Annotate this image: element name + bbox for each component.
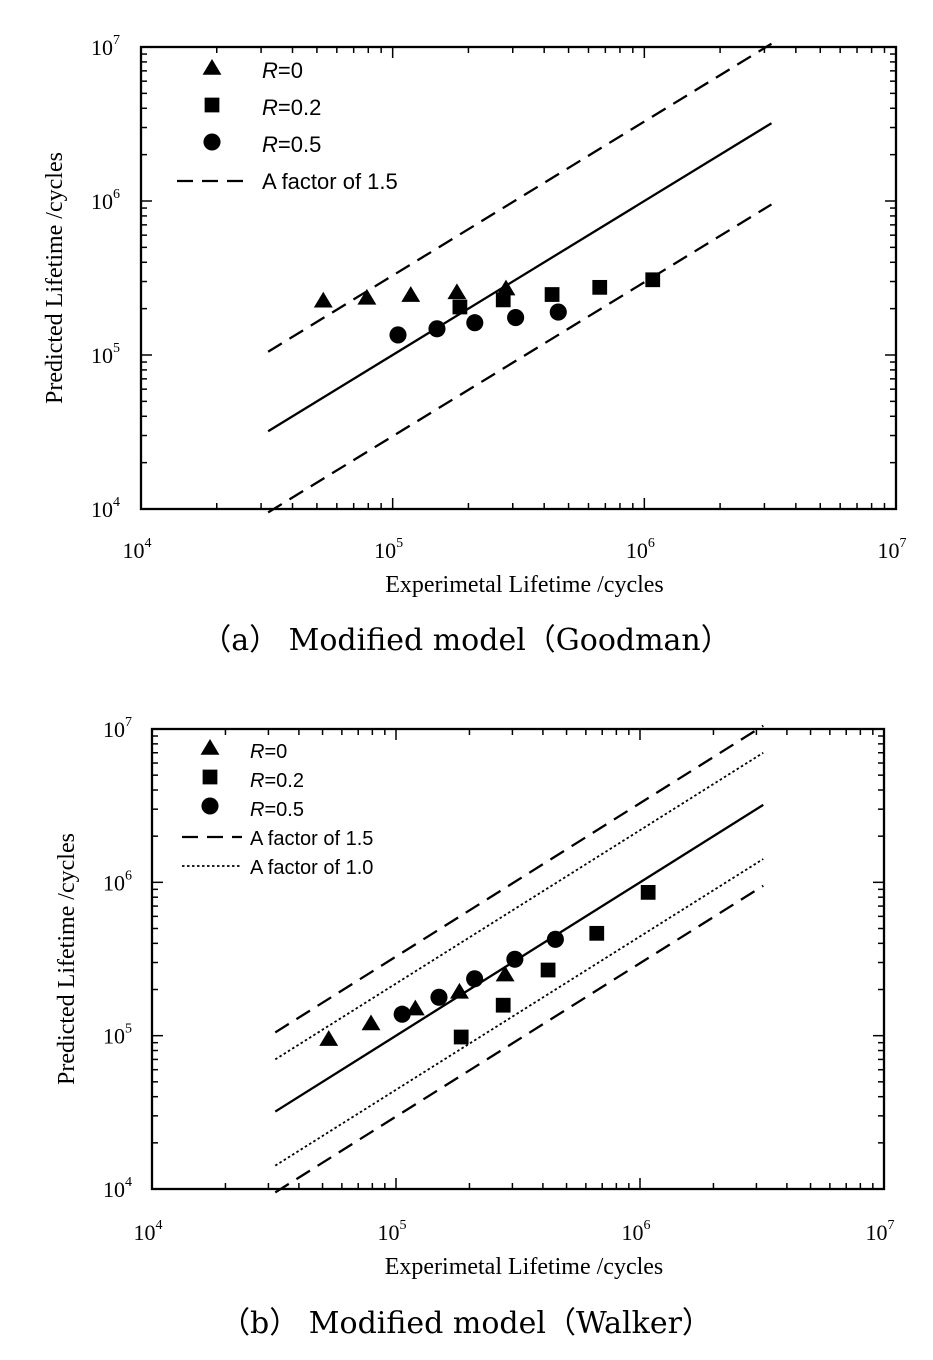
panel-b-circle-point bbox=[546, 930, 564, 948]
panel-b-y-tick-label: 107 bbox=[103, 715, 132, 742]
panel-a-triangle-point bbox=[401, 286, 421, 302]
panel-a-legend-label: R=0 bbox=[262, 58, 303, 83]
panel-b-circle-point bbox=[506, 950, 524, 968]
panel-b-y-tick-label: 105 bbox=[103, 1022, 132, 1049]
panel-a-x-tick-label: 107 bbox=[878, 536, 907, 563]
panel-a-y-axis-title: Predicted Lifetime /cycles bbox=[42, 152, 68, 404]
panel-a-circle-point bbox=[466, 314, 484, 332]
panel-b-square-point bbox=[453, 1029, 469, 1045]
panel-b-axis-ticks bbox=[151, 729, 884, 1190]
panel-a-legend-square-icon bbox=[204, 97, 220, 113]
panel-a-legend-circle-icon bbox=[203, 133, 221, 151]
panel-b-triangle-point bbox=[495, 965, 515, 982]
panel-a-square-point bbox=[495, 292, 511, 308]
panel-b-x-axis-title: Experimetal Lifetime /cycles bbox=[385, 1254, 664, 1280]
panel-b-legend-triangle-icon bbox=[200, 739, 220, 755]
panel-b-caption: （b） Modified model（Walker） bbox=[220, 1306, 712, 1341]
panel-b-y-tick-label: 106 bbox=[103, 868, 132, 895]
panel-b-circle-point bbox=[466, 970, 484, 988]
panel-a-caption: （a） Modified model（Goodman） bbox=[201, 623, 731, 658]
panel-b-x-tick-label: 107 bbox=[866, 1218, 895, 1245]
panel-a-circle-point bbox=[507, 309, 525, 327]
panel-b-square-point bbox=[589, 925, 605, 941]
panel-a-circle-point bbox=[428, 320, 446, 338]
panel-b-y-tick-label: 104 bbox=[103, 1175, 132, 1202]
panel-b-triangle-point bbox=[405, 999, 425, 1016]
panel-a-square-point bbox=[544, 287, 560, 302]
panel-a-square-point bbox=[452, 299, 468, 315]
panel-b-legend-square-icon bbox=[202, 769, 218, 785]
panel-a-square-point bbox=[645, 272, 661, 288]
panel-b-walker: 104 105 106 107 104 105 106 107 Experimetal Life… bbox=[54, 715, 895, 1341]
panel-a-x-tick-label: 104 bbox=[123, 536, 152, 563]
panel-b-dotted-line-3 bbox=[274, 858, 764, 1167]
panel-b-legend-label: A factor of 1.0 bbox=[250, 857, 373, 879]
panel-a-x-tick-label: 106 bbox=[626, 536, 655, 563]
panel-b-legend-circle-icon bbox=[201, 797, 219, 815]
panel-b-plot-frame bbox=[150, 727, 886, 1191]
panel-b-legend: R=0 R=0.2 R=0.5 A factor of 1.5 A factor of … bbox=[182, 739, 373, 879]
panel-b-circle-point bbox=[393, 1005, 411, 1023]
panel-a-square-point bbox=[592, 279, 608, 295]
panel-b-square-point bbox=[495, 997, 511, 1013]
panel-a-legend-triangle-icon bbox=[202, 59, 222, 75]
panel-a-y-tick-label: 106 bbox=[91, 187, 120, 214]
panel-b-square-point bbox=[640, 884, 656, 900]
panel-a-y-tick-label: 107 bbox=[91, 33, 120, 60]
panel-a-y-tick-label: 104 bbox=[91, 495, 120, 522]
panel-a-legend-label: R=0.2 bbox=[262, 95, 321, 120]
panel-a-dashed-line-1 bbox=[267, 203, 773, 514]
panel-b-dashed-line-4 bbox=[274, 884, 764, 1194]
panel-b-dotted-line-1 bbox=[274, 751, 764, 1061]
panel-a-dashed-line-0 bbox=[267, 42, 773, 353]
panel-b-square-point bbox=[540, 962, 556, 978]
panel-a-circle-point bbox=[389, 326, 407, 344]
panel-a-triangle-point bbox=[447, 283, 467, 300]
panel-b-legend-label: A factor of 1.5 bbox=[250, 828, 373, 850]
panel-a-triangle-point bbox=[357, 288, 377, 305]
panel-b-y-axis-title: Predicted Lifetime /cycles bbox=[54, 833, 80, 1085]
panel-b-triangle-point bbox=[319, 1030, 339, 1046]
panel-a-y-tick-label: 105 bbox=[91, 341, 120, 368]
panel-b-triangle-point bbox=[450, 982, 469, 999]
panel-b-circle-point bbox=[430, 988, 448, 1006]
panel-b-x-tick-label: 104 bbox=[134, 1218, 163, 1245]
panel-a-triangle-point bbox=[313, 291, 333, 308]
panel-a-x-axis-title: Experimetal Lifetime /cycles bbox=[385, 572, 664, 598]
panel-a-axis-ticks bbox=[140, 47, 896, 510]
panel-a-circle-point bbox=[549, 303, 567, 321]
panel-a-x-tick-label: 105 bbox=[374, 536, 403, 563]
panel-a-solid-line-2 bbox=[267, 122, 773, 433]
panel-a-legend-label: A factor of 1.5 bbox=[262, 169, 398, 194]
panel-b-triangle-point bbox=[361, 1014, 381, 1031]
panel-b-dashed-line-0 bbox=[274, 724, 764, 1034]
panel-b-legend-label: R=0.2 bbox=[250, 770, 304, 792]
panel-b-legend-label: R=0.5 bbox=[250, 799, 304, 821]
panel-b-x-tick-label: 105 bbox=[378, 1218, 407, 1245]
panel-a-legend-label: R=0.5 bbox=[262, 132, 321, 157]
panel-a-triangle-point bbox=[496, 279, 516, 296]
panel-b-x-tick-label: 106 bbox=[622, 1218, 651, 1245]
panel-b-legend-label: R=0 bbox=[250, 741, 287, 763]
panel-a-goodman: 104 105 106 107 104 105 106 107 Experimetal Life… bbox=[42, 33, 907, 658]
panel-a-plot-frame bbox=[139, 45, 898, 511]
panel-a-legend: R=0 R=0.2 R=0.5 A factor of 1.5 bbox=[177, 58, 398, 194]
